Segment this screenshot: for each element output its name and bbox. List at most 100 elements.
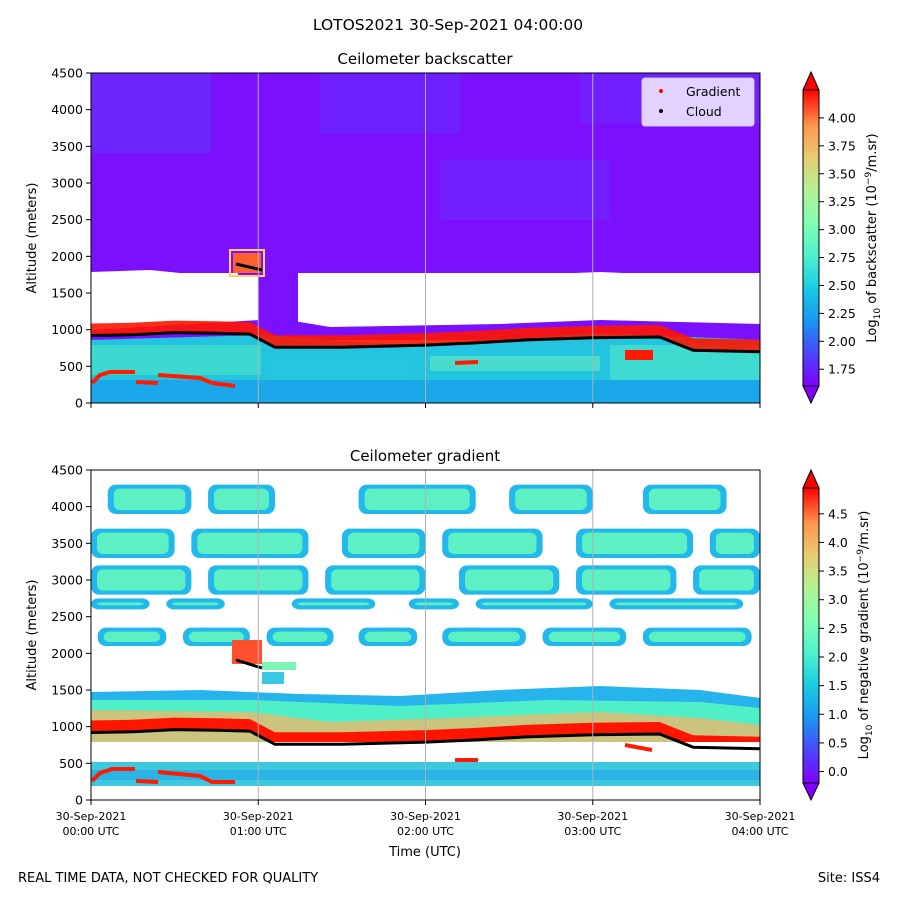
backscatter-colorbar: 1.75 2.00 2.25 2.50 2.75 3.00 3.25 3.50 3.75 4.00… — [802, 70, 883, 405]
cloud-band-core — [97, 602, 144, 606]
y-tick-label: 2000 — [51, 249, 83, 264]
gradient-colorbar: 0.0 0.5 1.0 1.5 2.0 2.5 3.0 3.5 4.0 4.5 Log10 of … — [802, 468, 875, 802]
colorbar-tick-label: 4.00 — [828, 110, 856, 125]
y-tick-label: 3000 — [51, 573, 83, 588]
colorbar-extend-top — [802, 70, 820, 91]
y-tick-label: 0 — [75, 396, 83, 411]
cloud-band-core — [331, 569, 420, 591]
gradient-heatmap — [91, 470, 760, 800]
boundary-layer-patch — [270, 360, 410, 380]
low-gradient-trace — [454, 360, 479, 365]
colorbar-tick-label: 1.5 — [828, 678, 848, 693]
legend-cloud-label: Cloud — [686, 104, 722, 119]
colorbar-tick-label: 2.25 — [828, 306, 856, 321]
gradient-y-axis: 0 500 1000 1500 2000 2500 3000 3500 4000 4500 — [51, 463, 91, 808]
high-cloud-trace — [235, 262, 263, 272]
cloud-band-core — [97, 569, 186, 591]
colorbar-tick-label: 0.5 — [828, 735, 848, 750]
cloud-band-core — [113, 488, 186, 510]
cloud-band-core — [648, 631, 746, 642]
y-tick-label: 1500 — [51, 683, 83, 698]
cloud-band-core — [188, 631, 244, 642]
colorbar-tick-label: 2.0 — [828, 649, 848, 664]
backscatter-colorbar-ticks: 1.75 2.00 2.25 2.50 2.75 3.00 3.25 3.50 3.75 4.00 — [819, 110, 856, 377]
cloud-band-core — [515, 488, 587, 510]
gradient-x-axis: 30-Sep-2021 00:00 UTC 30-Sep-2021 01:00 UTC… — [56, 800, 796, 838]
cloud-band-core — [615, 602, 738, 606]
high-cloud-halo — [229, 249, 265, 277]
backscatter-colorbar-label: Log10 of backscatter (10−9/m.sr) — [864, 133, 883, 342]
gradient-y-label: Altitude (meters) — [25, 580, 40, 691]
colorbar-tick-label: 3.50 — [828, 166, 856, 181]
colorbar-tick-label: 1.75 — [828, 362, 856, 377]
low-gradient-trace — [135, 779, 159, 784]
gradient-colorbar-label: Log10 of negative gradient (10−9/m.sr) — [856, 511, 875, 760]
cloud-band-core — [172, 602, 219, 606]
cloud-band-core — [297, 602, 370, 606]
x-tick-time: 04:00 UTC — [731, 825, 788, 838]
cloud-band-core — [197, 532, 303, 554]
colorbar-tick-label: 2.5 — [828, 621, 848, 636]
cloud-band-core — [699, 569, 754, 591]
cloud-base-trace — [91, 728, 760, 751]
low-gradient-trace — [624, 743, 653, 752]
low-gradient-block — [625, 350, 653, 360]
colorbar-tick-label: 4.0 — [828, 535, 848, 550]
y-tick-label: 1000 — [51, 322, 83, 337]
colorbar-extend-bottom — [802, 385, 820, 405]
cloud-band-core — [272, 631, 328, 642]
backscatter-gridlines — [257, 73, 594, 403]
gradient-panel-title: Ceilometer gradient — [350, 447, 500, 465]
y-tick-label: 2500 — [51, 212, 83, 227]
y-tick-label: 3500 — [51, 139, 83, 154]
x-tick-date: 30-Sep-2021 — [56, 810, 127, 823]
gradient-gridlines — [257, 470, 594, 800]
colorbar-fill — [802, 487, 820, 784]
low-gradient-trace — [91, 767, 135, 783]
x-tick-time: 03:00 UTC — [564, 825, 621, 838]
y-tick-label: 4000 — [51, 102, 83, 117]
y-tick-label: 3000 — [51, 176, 83, 191]
colorbar-tick-label: 1.0 — [828, 707, 848, 722]
cloud-band-core — [548, 631, 621, 642]
gradient-panel: Ceilometer gradient — [25, 447, 875, 860]
high-cloud-fringe — [262, 662, 296, 670]
cloud-band-core — [464, 569, 554, 591]
colorbar-tick-label: 2.75 — [828, 250, 856, 265]
y-tick-label: 500 — [59, 756, 83, 771]
cloud-band-core — [364, 631, 412, 642]
y-tick-label: 4500 — [51, 66, 83, 81]
legend: Gradient Cloud — [641, 77, 755, 127]
y-tick-label: 0 — [75, 793, 83, 808]
site-label: Site: ISS4 — [818, 871, 880, 886]
x-tick-date: 30-Sep-2021 — [725, 810, 796, 823]
low-gradient-trace — [91, 370, 135, 385]
cloud-band-core — [448, 532, 537, 554]
legend-gradient-label: Gradient — [686, 84, 741, 99]
backscatter-panel-title: Ceilometer backscatter — [337, 50, 513, 68]
gradient-cloud-bands — [91, 484, 760, 646]
y-tick-label: 1500 — [51, 286, 83, 301]
legend-cloud-marker — [659, 109, 663, 113]
y-tick-label: 3500 — [51, 536, 83, 551]
purple-column — [258, 272, 298, 327]
y-tick-label: 4500 — [51, 463, 83, 478]
cloud-band-core — [364, 488, 470, 510]
cloud-band-core — [448, 631, 520, 642]
high-altitude-blue-patch — [440, 160, 610, 220]
colorbar-tick-label: 3.25 — [828, 194, 856, 209]
x-tick-time: 00:00 UTC — [62, 825, 119, 838]
cloud-band-core — [103, 631, 161, 642]
y-tick-label: 2500 — [51, 609, 83, 624]
colorbar-extend-top — [802, 468, 820, 489]
x-tick-time: 01:00 UTC — [230, 825, 287, 838]
y-tick-label: 500 — [59, 359, 83, 374]
cloud-band-core — [481, 602, 587, 606]
quality-disclaimer: REAL TIME DATA, NOT CHECKED FOR QUALITY — [18, 871, 318, 886]
x-tick-time: 02:00 UTC — [397, 825, 454, 838]
colorbar-tick-label: 4.5 — [828, 506, 848, 521]
backscatter-y-axis: 0 500 1000 1500 2000 2500 3000 3500 4000 4500 — [51, 66, 91, 411]
colorbar-tick-label: 0.0 — [828, 764, 848, 779]
backscatter-x-axis — [90, 403, 761, 408]
